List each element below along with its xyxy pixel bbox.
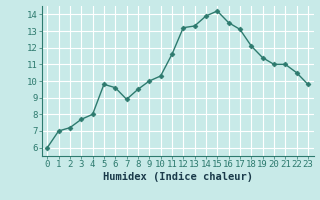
- X-axis label: Humidex (Indice chaleur): Humidex (Indice chaleur): [103, 172, 252, 182]
